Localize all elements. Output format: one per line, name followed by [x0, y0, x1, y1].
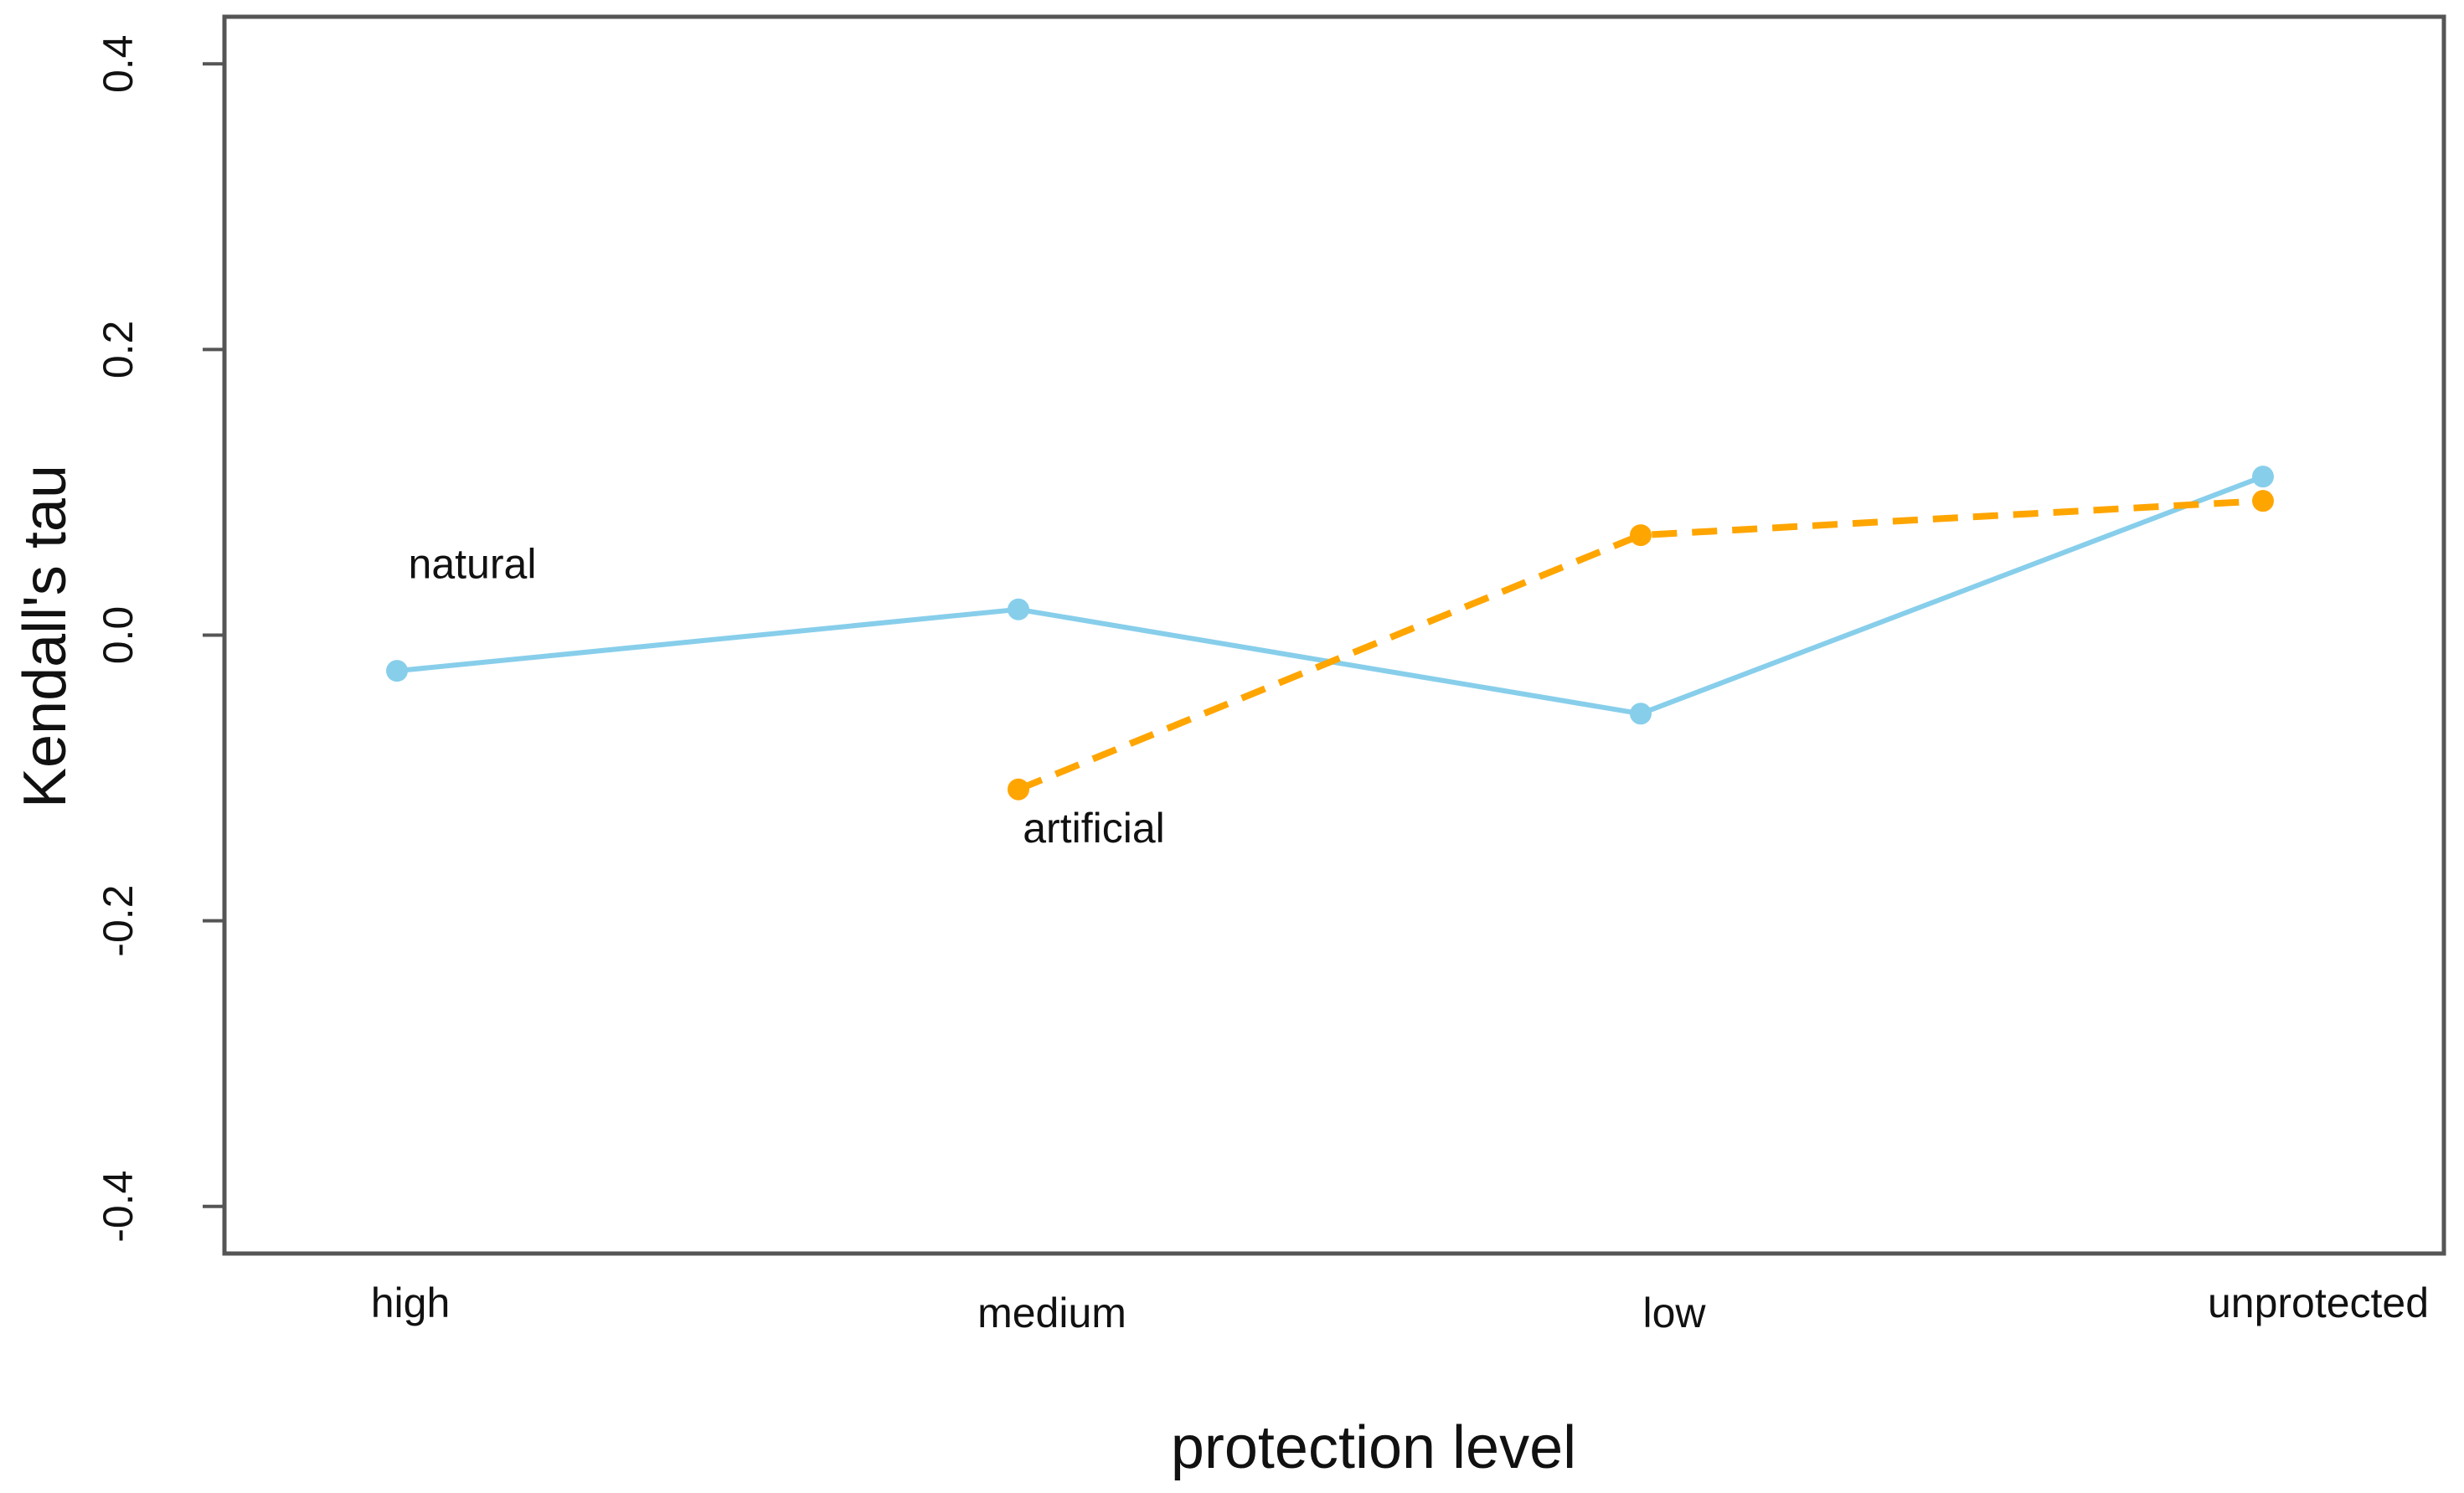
- x-category-label: high: [371, 1279, 451, 1326]
- data-point-natural: [1008, 598, 1029, 620]
- plot-frame-group: [222, 14, 2446, 1256]
- data-point-natural: [386, 660, 408, 682]
- y-tick-label: 0.0: [95, 606, 142, 665]
- data-point-artificial: [1630, 524, 1652, 547]
- x-category-label: low: [1642, 1290, 1706, 1336]
- y-tick-label: 0.2: [95, 321, 142, 379]
- data-point-artificial: [2252, 490, 2274, 512]
- data-point-artificial: [1008, 778, 1029, 801]
- plot-frame: [222, 14, 2446, 1256]
- y-axis-title: Kendall's tau: [12, 465, 79, 808]
- annotation-artificial: artificial: [1023, 805, 1164, 852]
- x-axis-title: protection level: [1171, 1414, 1576, 1481]
- annotation-group: natural artificial: [409, 540, 1165, 852]
- y-tick-label: -0.4: [95, 1171, 142, 1243]
- y-axis: -0.4 -0.2 0.0 0.2 0.4: [95, 35, 224, 1243]
- data-point-natural: [1630, 703, 1652, 725]
- data-point-natural: [2252, 466, 2274, 488]
- series-line-natural: [396, 474, 2265, 717]
- x-axis: high medium low unprotected: [371, 1279, 2429, 1336]
- y-tick-label: 0.4: [95, 35, 142, 94]
- x-category-label: unprotected: [2208, 1279, 2429, 1326]
- series-group: [386, 466, 2274, 801]
- annotation-natural: natural: [409, 540, 537, 587]
- series-line-artificial: [1017, 497, 2264, 793]
- y-tick-label: -0.2: [95, 885, 142, 957]
- x-category-label: medium: [977, 1290, 1126, 1336]
